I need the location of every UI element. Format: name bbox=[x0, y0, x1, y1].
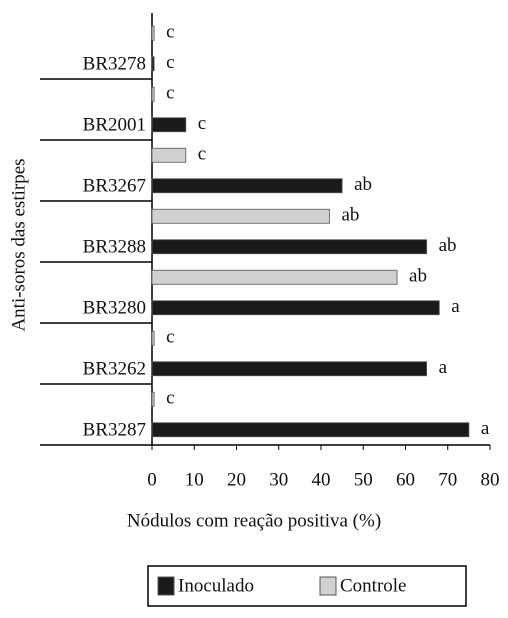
y-tick-label: BR3287 bbox=[83, 419, 146, 440]
x-tick-label: 0 bbox=[147, 469, 157, 490]
legend-swatch bbox=[319, 576, 337, 596]
x-tick-label: 10 bbox=[185, 469, 204, 490]
value-label: ab bbox=[341, 205, 359, 226]
x-tick-label: 50 bbox=[354, 469, 373, 490]
y-tick-label: BR3267 bbox=[83, 175, 146, 196]
value-label: a bbox=[439, 357, 448, 378]
x-axis-label: Nódulos com reação positiva (%) bbox=[127, 510, 381, 531]
bar bbox=[151, 25, 155, 41]
y-tick-label: BR2001 bbox=[83, 114, 146, 135]
y-tick-label: BR3280 bbox=[83, 297, 146, 318]
value-label: c bbox=[166, 327, 174, 348]
value-label: c bbox=[166, 52, 174, 73]
value-label: a bbox=[451, 296, 460, 317]
x-tick-label: 80 bbox=[481, 469, 500, 490]
y-axis-label: Anti-soros das estirpes bbox=[8, 158, 29, 331]
bar bbox=[151, 117, 187, 133]
value-label: c bbox=[198, 113, 206, 134]
x-tick-label: 20 bbox=[227, 469, 246, 490]
bar bbox=[151, 178, 343, 194]
value-label: ab bbox=[354, 174, 372, 195]
value-label: ab bbox=[409, 266, 427, 287]
bar bbox=[151, 391, 155, 407]
x-tick-label: 60 bbox=[396, 469, 415, 490]
bar bbox=[151, 208, 330, 224]
bar bbox=[151, 269, 398, 285]
x-tick-label: 70 bbox=[438, 469, 457, 490]
value-label: c bbox=[166, 83, 174, 104]
y-tick-label: BR3262 bbox=[83, 358, 146, 379]
bar bbox=[151, 330, 155, 346]
bar bbox=[151, 422, 470, 438]
y-tick-label: BR3288 bbox=[83, 236, 146, 257]
value-label: c bbox=[198, 144, 206, 165]
bar bbox=[151, 147, 187, 163]
legend-label: Inoculado bbox=[178, 575, 254, 596]
legend-label: Controle bbox=[340, 575, 407, 596]
x-tick-label: 30 bbox=[269, 469, 288, 490]
value-label: a bbox=[481, 418, 490, 439]
legend-box bbox=[147, 565, 467, 607]
legend-swatch bbox=[157, 576, 175, 596]
value-label: c bbox=[166, 22, 174, 43]
value-label: c bbox=[166, 388, 174, 409]
value-label: ab bbox=[439, 235, 457, 256]
bar bbox=[151, 86, 155, 102]
bar bbox=[151, 300, 440, 316]
bar bbox=[151, 56, 155, 72]
y-tick-label: BR3278 bbox=[83, 53, 146, 74]
bar bbox=[151, 361, 428, 377]
bar bbox=[151, 239, 428, 255]
x-tick-label: 40 bbox=[312, 469, 331, 490]
